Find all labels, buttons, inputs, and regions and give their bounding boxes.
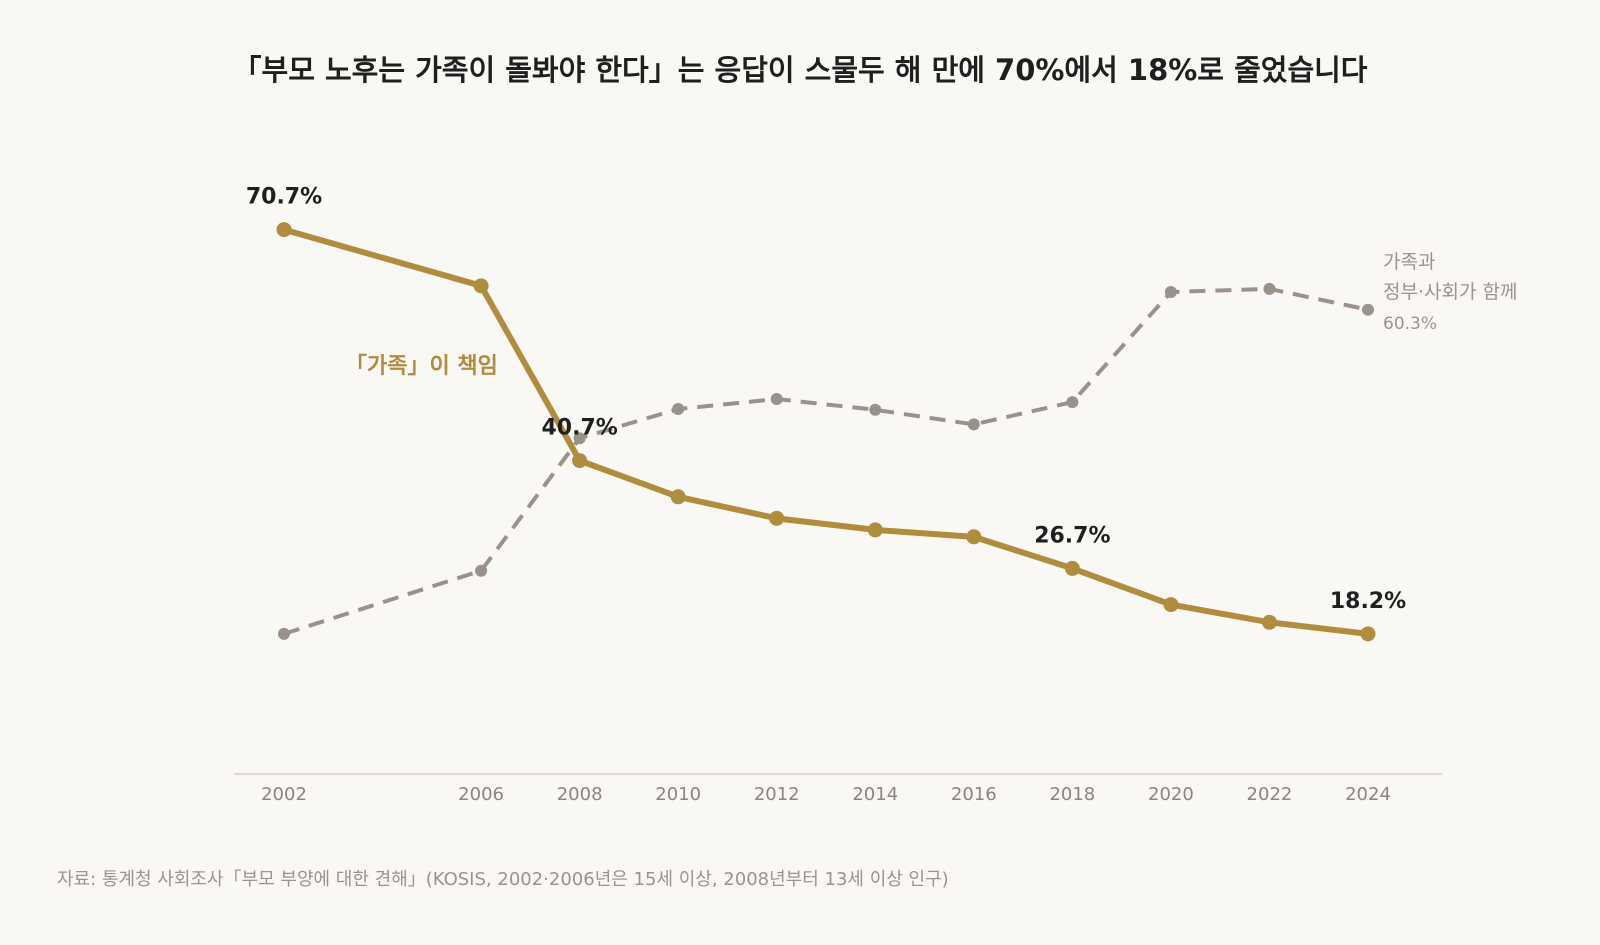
series-label-family: 「가족」이 책임 xyxy=(345,354,498,379)
shared-point-2006 xyxy=(475,564,488,577)
family-point-2022 xyxy=(1261,614,1277,630)
chart-title: 「부모 노후는 가족이 돌봐야 한다」는 응답이 스물두 해 만에 70%에서 … xyxy=(233,53,1368,87)
x-tick-label-2020: 2020 xyxy=(1148,784,1194,805)
x-tick-label-2002: 2002 xyxy=(261,784,307,805)
shared-point-2020 xyxy=(1164,285,1177,298)
data-label-2008: 40.7% xyxy=(541,416,617,441)
series-label-shared-line1: 가족과 xyxy=(1383,251,1435,273)
shared-point-2010 xyxy=(672,403,685,416)
family-point-2018 xyxy=(1064,560,1080,576)
x-tick-labels: 2002 2006 2008 2010 2012 2014 2016 2018 2020 2022… xyxy=(261,784,1391,805)
x-tick-label-2008: 2008 xyxy=(557,784,603,805)
x-tick-label-2024: 2024 xyxy=(1345,784,1391,805)
x-tick-label-2010: 2010 xyxy=(655,784,701,805)
family-point-2006 xyxy=(473,278,489,294)
shared-point-2014 xyxy=(869,403,882,416)
data-label-2018: 26.7% xyxy=(1034,523,1110,548)
x-tick-label-2012: 2012 xyxy=(754,784,800,805)
shared-point-2018 xyxy=(1066,396,1079,409)
shared-point-2022 xyxy=(1263,282,1276,295)
family-point-2014 xyxy=(867,522,883,538)
data-label-2024: 18.2% xyxy=(1330,589,1406,614)
family-point-2008 xyxy=(572,453,588,469)
series-label-shared-value: 60.3% xyxy=(1383,314,1437,334)
family-point-2020 xyxy=(1163,597,1179,613)
data-label-2002: 70.7% xyxy=(246,185,322,210)
x-tick-label-2016: 2016 xyxy=(951,784,997,805)
family-point-2024 xyxy=(1360,626,1376,642)
series-family xyxy=(276,222,1376,642)
source-note: 자료: 통계청 사회조사「부모 부양에 대한 견해」(KOSIS, 2002·2… xyxy=(57,869,949,890)
shared-point-2024 xyxy=(1362,303,1374,316)
x-tick-label-2014: 2014 xyxy=(852,784,898,805)
shared-point-2008 xyxy=(573,432,586,445)
shared-point-2002 xyxy=(278,627,290,640)
family-point-2002 xyxy=(276,222,292,238)
family-point-2016 xyxy=(966,529,982,545)
family-point-2010 xyxy=(670,489,686,505)
x-tick-label-2006: 2006 xyxy=(458,784,504,805)
data-labels: 70.7% 40.7% 26.7% 18.2% xyxy=(246,185,1406,614)
family-point-2012 xyxy=(769,510,785,526)
x-tick-label-2018: 2018 xyxy=(1049,784,1095,805)
x-tick-label-2022: 2022 xyxy=(1247,784,1293,805)
shared-line xyxy=(283,286,1369,636)
series-shared xyxy=(278,282,1374,640)
shared-point-2016 xyxy=(967,418,980,431)
series-label-shared-line2: 정부·사회가 함께 xyxy=(1383,281,1517,303)
shared-point-2012 xyxy=(770,393,783,406)
